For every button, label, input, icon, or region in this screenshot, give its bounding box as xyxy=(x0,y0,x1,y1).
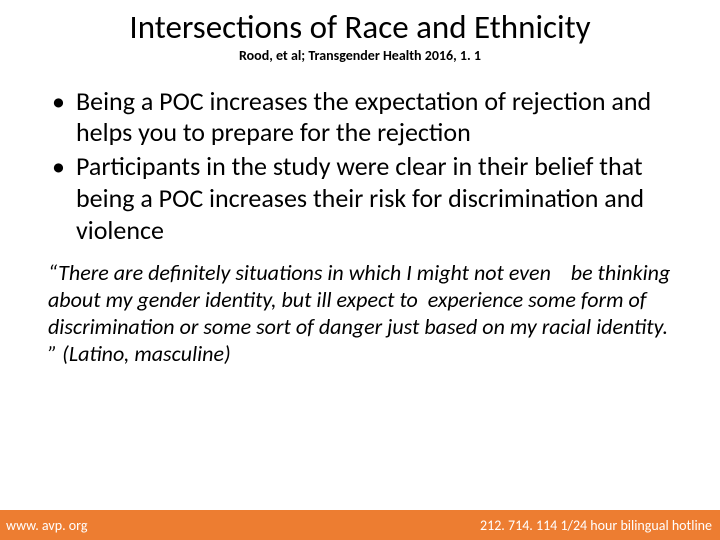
slide-title: Intersections of Race and Ethnicity xyxy=(0,10,720,45)
footer-hotline: 212. 714. 114 1/24 hour bilingual hotlin… xyxy=(480,517,712,534)
quote-text: “There are definitely situations in whic… xyxy=(48,260,672,367)
footer-bar: www. avp. org 212. 714. 114 1/24 hour bi… xyxy=(0,510,720,540)
content-area: Being a POC increases the expectation of… xyxy=(0,64,720,540)
footer-url: www. avp. org xyxy=(6,517,87,534)
slide-container: Intersections of Race and Ethnicity Rood… xyxy=(0,0,720,540)
bullet-list: Being a POC increases the expectation of… xyxy=(48,86,672,247)
slide-citation: Rood, et al; Transgender Health 2016, 1.… xyxy=(0,47,720,64)
bullet-item: Participants in the study were clear in … xyxy=(76,151,672,246)
bullet-item: Being a POC increases the expectation of… xyxy=(76,86,672,149)
title-block: Intersections of Race and Ethnicity Rood… xyxy=(0,0,720,64)
